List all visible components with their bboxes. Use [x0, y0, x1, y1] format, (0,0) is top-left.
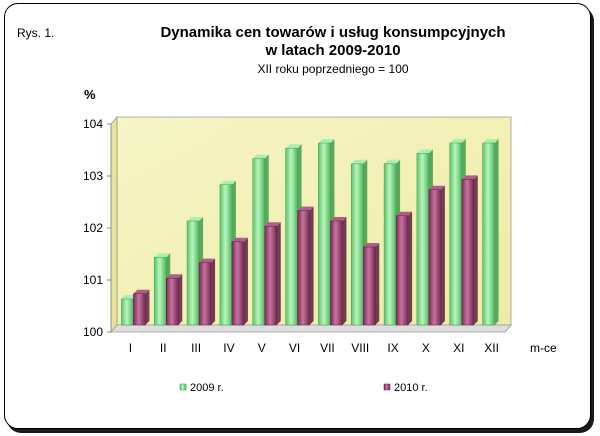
bar-2010r-VI	[297, 206, 314, 326]
legend-swatch-2009	[179, 383, 187, 391]
x-tick-label-V: V	[258, 341, 266, 355]
x-tick-label-XI: XI	[453, 341, 464, 355]
y-axis-label: %	[84, 87, 96, 102]
legend-label-2010: 2010 r.	[394, 382, 428, 394]
bar-2009r-XII	[482, 139, 499, 326]
bar-2010r-IV	[231, 237, 248, 326]
x-tick-label-X: X	[422, 341, 430, 355]
x-axis-label: m-ce	[530, 341, 557, 355]
bar-2010r-II	[166, 274, 183, 326]
y-tick-label: 103	[83, 169, 103, 183]
x-tick-label-VII: VII	[320, 341, 335, 355]
legend: 2009 r. 2010 r.	[179, 382, 428, 394]
legend-label-2009: 2009 r.	[190, 382, 224, 394]
x-tick-label-XII: XII	[484, 341, 499, 355]
x-tick-label-I: I	[129, 341, 132, 355]
x-tick-label-IX: IX	[387, 341, 398, 355]
x-tick-label-III: III	[191, 341, 201, 355]
plot-floor	[110, 324, 512, 333]
bar-2010r-XI	[461, 175, 478, 326]
x-tick-label-VI: VI	[289, 341, 300, 355]
x-tick-label-II: II	[160, 341, 167, 355]
legend-swatch-2010	[383, 383, 391, 391]
bar-2010r-IX	[395, 211, 413, 326]
bar-2010r-VIII	[363, 243, 380, 326]
figure-label: Rys. 1.	[17, 26, 54, 40]
bar-2010r-X	[428, 185, 445, 326]
bar-2010r-I	[133, 289, 150, 326]
y-tick-label: 102	[83, 221, 103, 235]
plot-side-wall	[110, 115, 118, 334]
x-tick-label-VIII: VIII	[351, 341, 369, 355]
y-tick-label: 104	[83, 117, 103, 131]
chart-title-line2: w latach 2009-2010	[264, 42, 400, 59]
chart-subtitle: XII roku poprzedniego = 100	[257, 62, 408, 76]
bar-2010r-III	[198, 258, 216, 326]
y-tick-label: 101	[83, 273, 103, 287]
y-tick-label: 100	[83, 325, 103, 339]
chart-title: Dynamika cen towarów i usług konsumpcyjn…	[160, 24, 505, 41]
x-tick-label-IV: IV	[223, 341, 234, 355]
bar-2010r-VII	[330, 217, 347, 326]
bar-2010r-V	[264, 222, 281, 326]
